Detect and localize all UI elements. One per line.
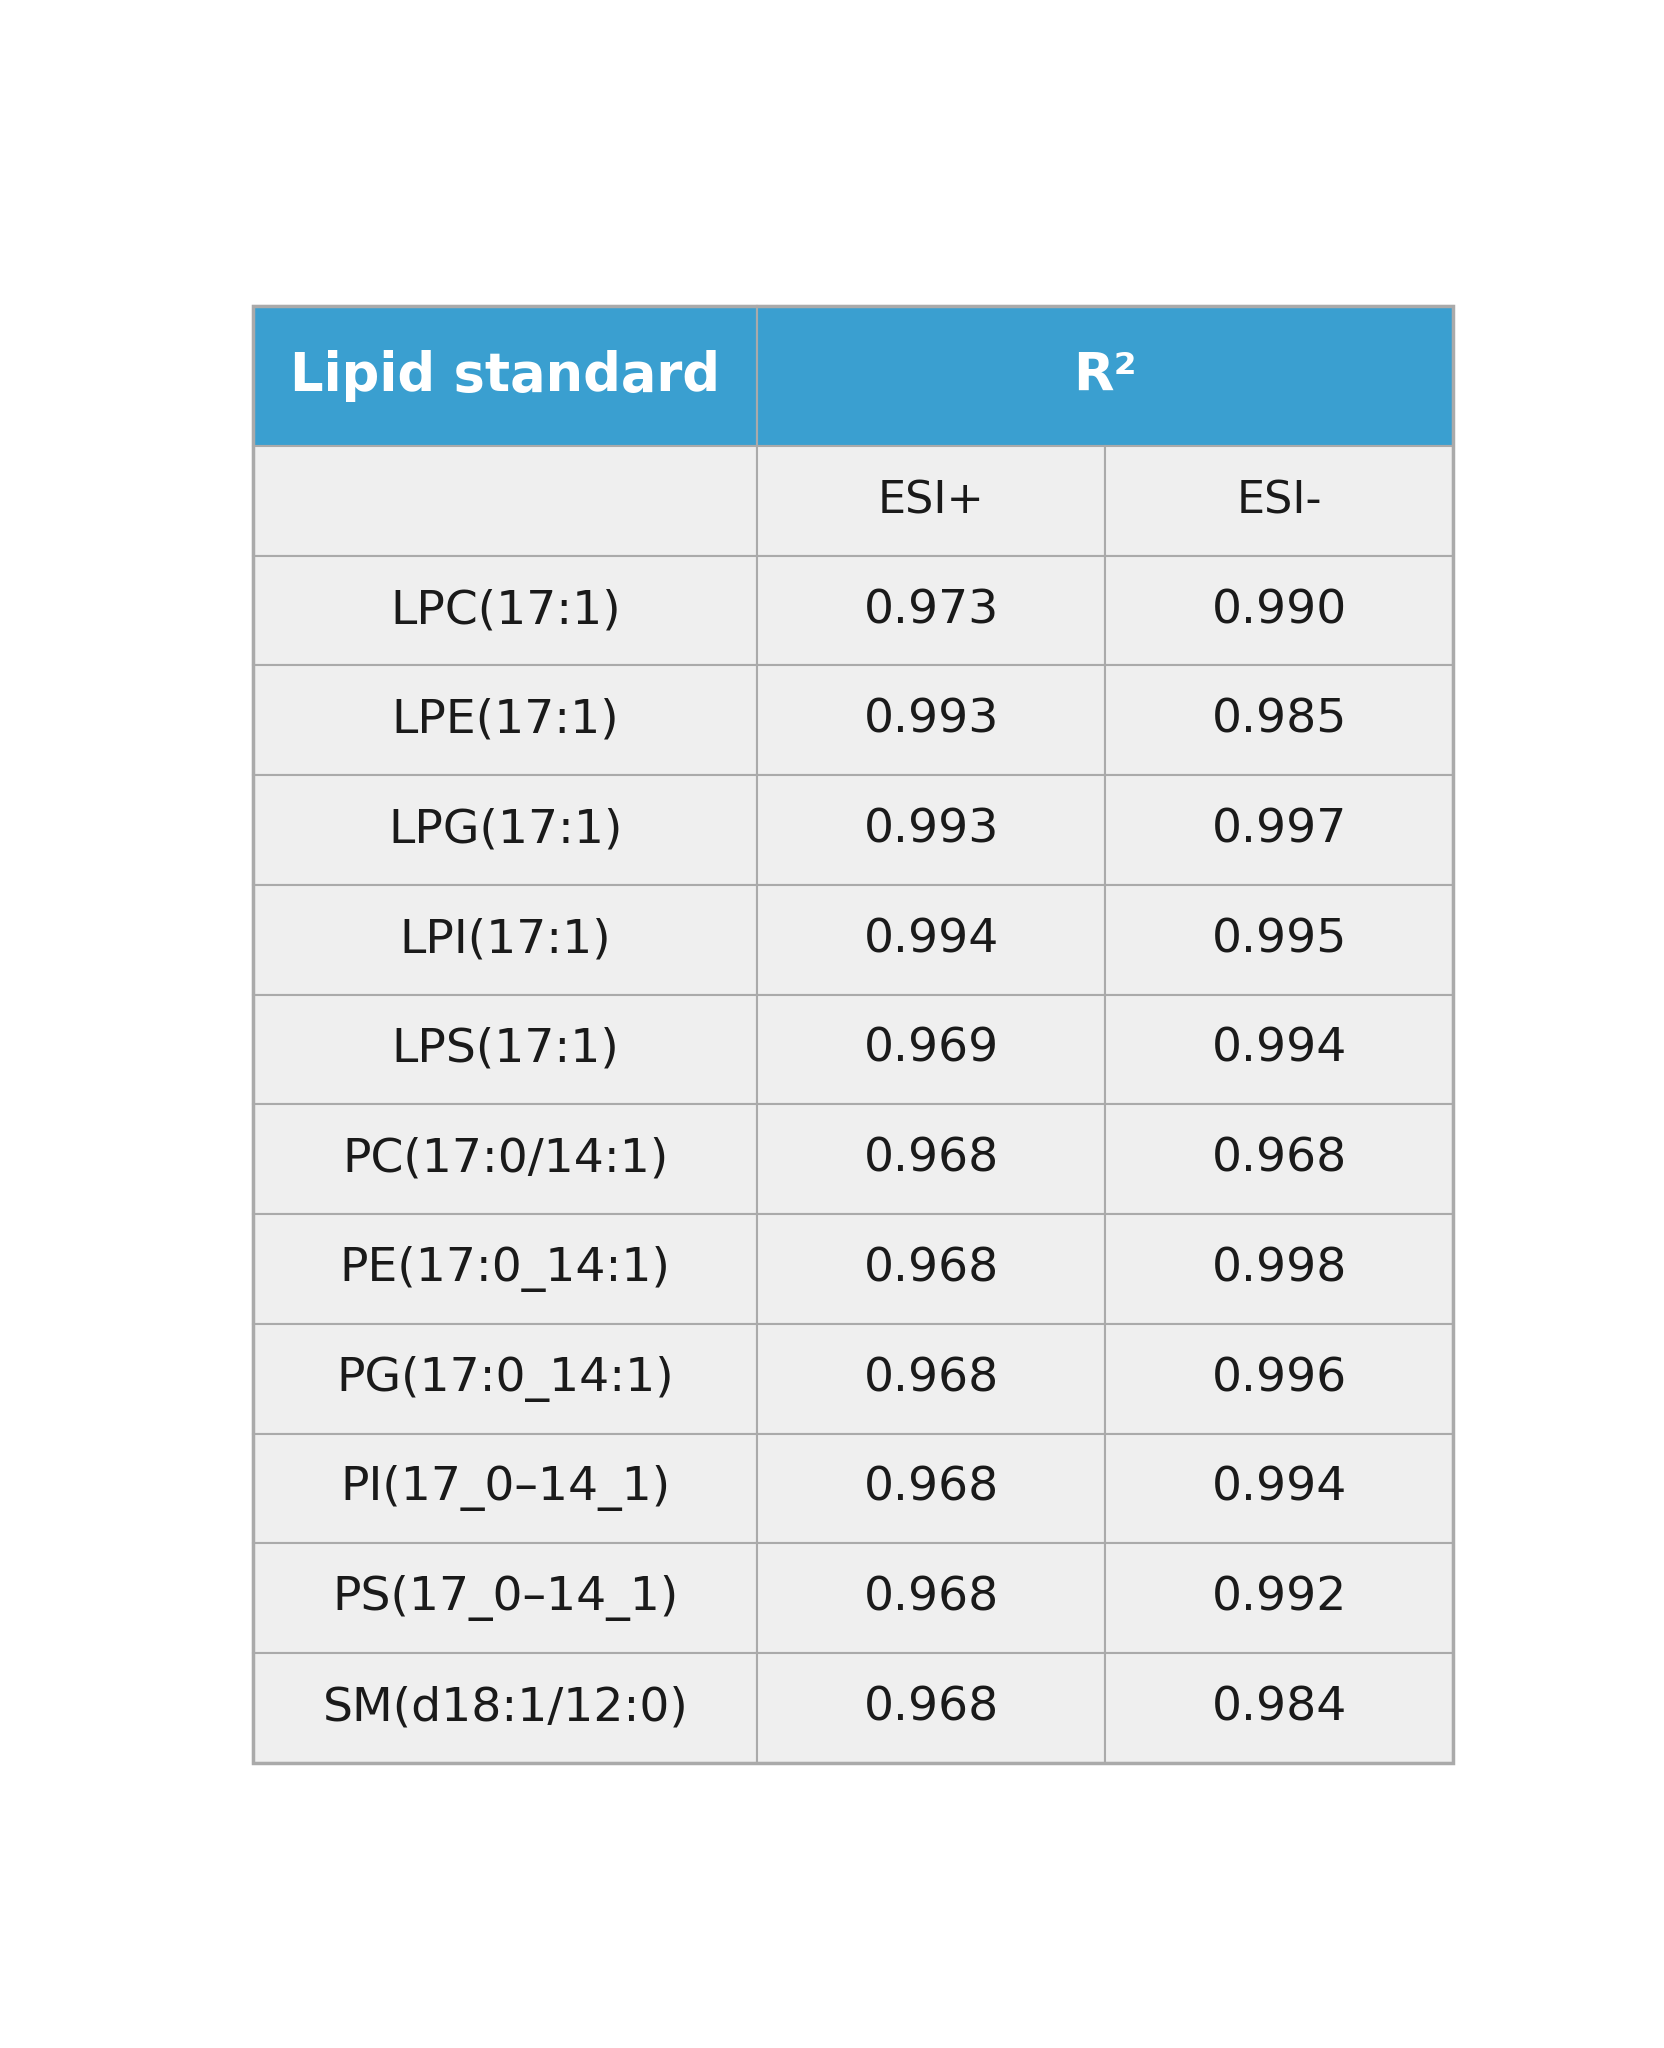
Text: 0.968: 0.968 (864, 1466, 998, 1511)
Text: LPI(17:1): LPI(17:1) (399, 918, 611, 963)
Text: 0.992: 0.992 (1211, 1575, 1346, 1620)
Bar (1105, 885, 1453, 995)
Text: 0.985: 0.985 (1211, 698, 1346, 743)
Bar (757, 1214, 1105, 1323)
Bar (757, 995, 1105, 1104)
Bar (757, 305, 1453, 446)
Text: 0.990: 0.990 (1211, 588, 1346, 633)
Text: 0.998: 0.998 (1211, 1247, 1346, 1292)
Bar (253, 1544, 757, 1653)
Text: 0.994: 0.994 (1211, 1466, 1346, 1511)
Text: 0.995: 0.995 (1211, 918, 1346, 963)
Text: R²: R² (1073, 350, 1137, 401)
Bar (757, 555, 1105, 666)
Text: SM(d18:1/12:0): SM(d18:1/12:0) (323, 1686, 687, 1731)
Bar (757, 885, 1105, 995)
Bar (757, 1104, 1105, 1214)
Bar (1105, 1434, 1453, 1544)
Bar (757, 774, 1105, 885)
Text: 0.968: 0.968 (864, 1137, 998, 1182)
Bar (757, 1653, 1105, 1763)
Bar (253, 305, 757, 446)
Text: 0.973: 0.973 (864, 588, 998, 633)
Text: 0.996: 0.996 (1211, 1356, 1346, 1401)
Bar (757, 1544, 1105, 1653)
Bar (1105, 1214, 1453, 1323)
Text: LPS(17:1): LPS(17:1) (391, 1026, 619, 1071)
Text: ESI+: ESI+ (877, 479, 983, 522)
Text: LPE(17:1): LPE(17:1) (391, 698, 619, 743)
Text: LPC(17:1): LPC(17:1) (389, 588, 621, 633)
Text: ESI-: ESI- (1236, 479, 1321, 522)
Bar (757, 446, 1105, 555)
Text: PI(17_0–14_1): PI(17_0–14_1) (339, 1466, 671, 1511)
Bar (1105, 555, 1453, 666)
Text: 0.984: 0.984 (1211, 1686, 1346, 1731)
Bar (253, 995, 757, 1104)
Text: 0.968: 0.968 (864, 1686, 998, 1731)
Bar (253, 1323, 757, 1434)
Bar (253, 1214, 757, 1323)
Bar (1105, 666, 1453, 774)
Bar (1105, 1323, 1453, 1434)
Text: LPG(17:1): LPG(17:1) (388, 807, 622, 852)
Text: 0.994: 0.994 (864, 918, 998, 963)
Bar (253, 885, 757, 995)
Text: 0.993: 0.993 (864, 807, 998, 852)
Text: 0.997: 0.997 (1211, 807, 1346, 852)
Bar (1105, 774, 1453, 885)
Text: 0.968: 0.968 (1211, 1137, 1346, 1182)
Text: 0.969: 0.969 (864, 1026, 998, 1071)
Text: Lipid standard: Lipid standard (290, 350, 721, 401)
Bar (1105, 995, 1453, 1104)
Text: PG(17:0_14:1): PG(17:0_14:1) (336, 1356, 674, 1401)
Bar (253, 1104, 757, 1214)
Text: 0.994: 0.994 (1211, 1026, 1346, 1071)
Text: PC(17:0/14:1): PC(17:0/14:1) (343, 1137, 667, 1182)
Bar (1105, 1104, 1453, 1214)
Text: 0.968: 0.968 (864, 1247, 998, 1292)
Bar (253, 555, 757, 666)
Bar (253, 446, 757, 555)
Bar (253, 774, 757, 885)
Bar (757, 666, 1105, 774)
Text: PS(17_0–14_1): PS(17_0–14_1) (333, 1575, 677, 1622)
Text: 0.968: 0.968 (864, 1356, 998, 1401)
Bar (757, 1434, 1105, 1544)
Bar (253, 666, 757, 774)
Bar (253, 1434, 757, 1544)
Bar (757, 1323, 1105, 1434)
Bar (253, 1653, 757, 1763)
Text: 0.968: 0.968 (864, 1575, 998, 1620)
Bar (1105, 1544, 1453, 1653)
Text: PE(17:0_14:1): PE(17:0_14:1) (339, 1245, 671, 1292)
Bar (1105, 446, 1453, 555)
Text: 0.993: 0.993 (864, 698, 998, 743)
Bar (1105, 1653, 1453, 1763)
